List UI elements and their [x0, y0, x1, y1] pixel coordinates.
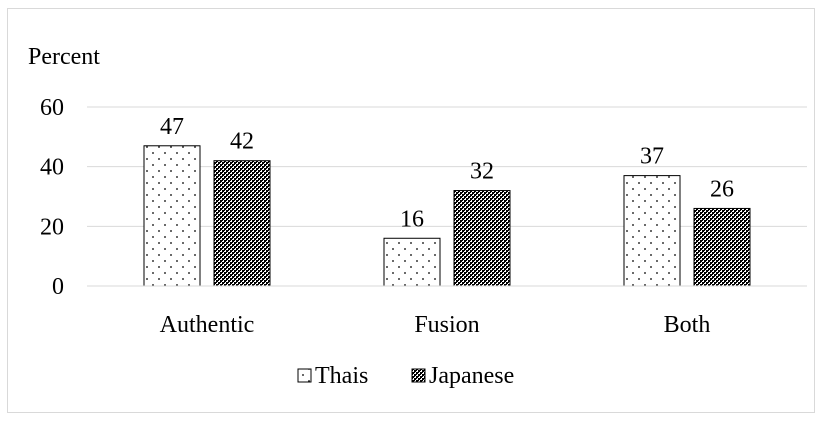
- data-label: 32: [470, 159, 494, 185]
- bar-japanese-both: [693, 207, 751, 287]
- bar-thais-both: [623, 175, 681, 287]
- y-tick-label: 60: [40, 95, 64, 121]
- legend-label-thais: Thais: [315, 363, 368, 389]
- legend-swatch-japanese: [411, 368, 426, 383]
- legend: Thais Japanese: [297, 363, 514, 389]
- data-label: 37: [640, 144, 664, 170]
- bars: [143, 145, 751, 287]
- bar-thais-authentic: [143, 145, 201, 287]
- x-tick-labels: Authentic Fusion Both: [160, 312, 711, 338]
- bar-japanese-fusion: [453, 190, 511, 287]
- bar-japanese-authentic: [213, 160, 271, 287]
- y-tick-label: 0: [52, 274, 64, 300]
- y-tick-labels: 0 20 40 60: [40, 95, 64, 300]
- y-axis-title: Percent: [28, 44, 100, 70]
- data-label: 42: [230, 129, 254, 155]
- legend-label-japanese: Japanese: [429, 363, 514, 389]
- y-tick-label: 40: [40, 155, 64, 181]
- bar-thais-fusion: [383, 237, 441, 287]
- x-tick-label: Authentic: [160, 312, 255, 338]
- y-tick-label: 20: [40, 214, 64, 240]
- data-label: 16: [400, 206, 424, 232]
- data-label: 26: [710, 176, 734, 202]
- data-labels: 47 42 16 32 37 26: [160, 114, 734, 232]
- x-tick-label: Fusion: [414, 312, 479, 338]
- x-tick-label: Both: [664, 312, 711, 338]
- data-label: 47: [160, 114, 184, 140]
- legend-swatch-thais: [297, 368, 312, 383]
- gridlines: [87, 106, 807, 227]
